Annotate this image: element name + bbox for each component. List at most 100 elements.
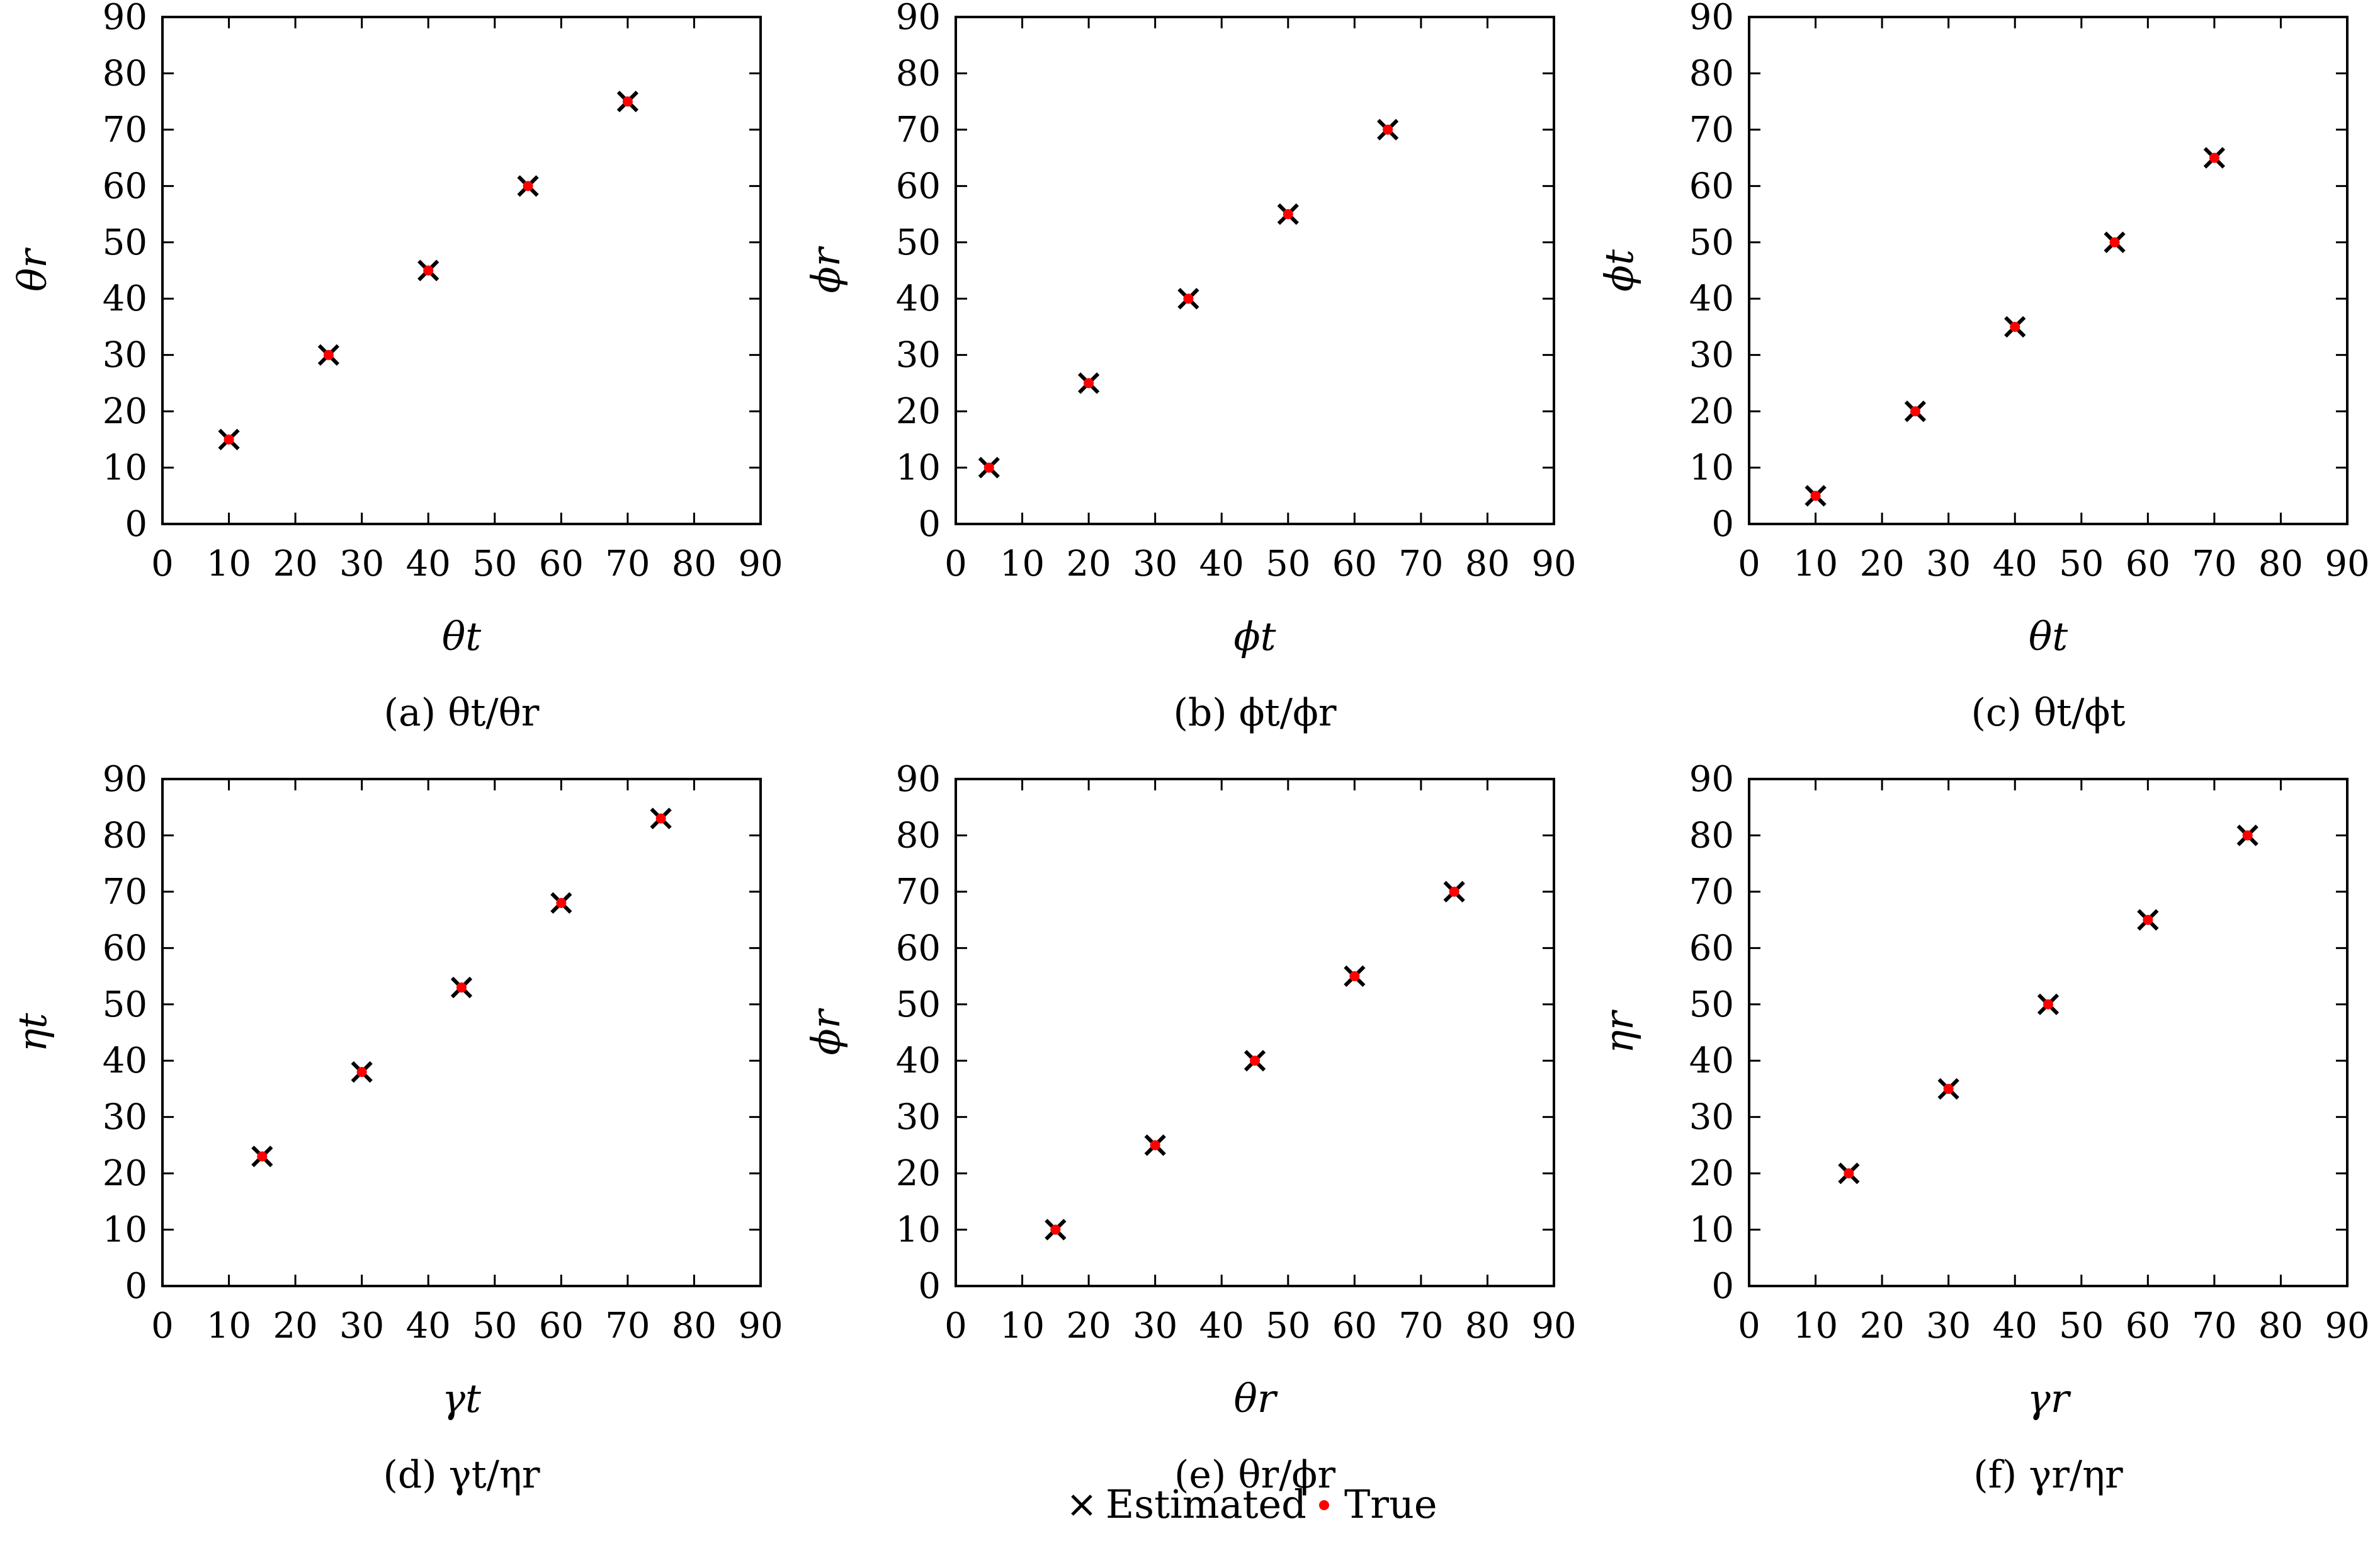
x-tick-label: 90 xyxy=(1531,544,1576,584)
x-tick-label: 10 xyxy=(207,544,251,584)
plot-frame xyxy=(161,16,762,525)
x-axis-label: θr xyxy=(1234,1375,1278,1421)
x-tick-label: 80 xyxy=(672,1306,717,1346)
plot-frame xyxy=(1748,16,2349,525)
true-point xyxy=(423,265,434,276)
y-tick-label: 60 xyxy=(896,928,941,969)
legend-true-label: True xyxy=(1344,1481,1437,1527)
true-point xyxy=(1449,886,1459,897)
y-axis-label: ϕt xyxy=(1596,249,1642,292)
panel-caption: (d) γt/ηr xyxy=(383,1453,540,1497)
y-tick-label: 10 xyxy=(1689,1210,1734,1251)
y-tick-label: 90 xyxy=(1689,759,1734,800)
x-tick-label: 90 xyxy=(738,1306,783,1346)
y-tick-label: 40 xyxy=(1689,1040,1734,1081)
true-point xyxy=(1910,406,1920,417)
plot-frame xyxy=(1748,778,2349,1287)
x-tick-label: 70 xyxy=(605,1306,650,1346)
true-point xyxy=(323,350,334,360)
y-tick-label: 90 xyxy=(1689,0,1734,38)
true-point xyxy=(1084,378,1094,389)
y-tick-label: 80 xyxy=(103,815,147,856)
x-tick-label: 20 xyxy=(273,544,317,584)
legend: Estimated True xyxy=(1071,1481,1437,1527)
x-tick-label: 10 xyxy=(1793,1306,1838,1346)
x-tick-label: 40 xyxy=(406,544,451,584)
x-tick-label: 10 xyxy=(1793,544,1838,584)
x-tick-label: 10 xyxy=(207,1306,251,1346)
panel-b: 00 10 10 20 20 30 30 40 40 50 50 60 60 70 70 80 80 90 90 ϕt… xyxy=(803,0,1577,735)
y-tick-label: 50 xyxy=(103,984,147,1025)
y-tick-label: 40 xyxy=(1689,278,1734,319)
y-axis-label: ηt xyxy=(9,1013,55,1052)
x-tick-label: 0 xyxy=(944,1306,967,1346)
x-tick-label: 70 xyxy=(605,544,650,584)
x-tick-label: 80 xyxy=(2258,544,2303,584)
x-tick-label: 70 xyxy=(2192,1306,2236,1346)
x-tick-label: 40 xyxy=(1993,1306,2037,1346)
y-tick-label: 10 xyxy=(896,1210,941,1251)
x-tick-label: 40 xyxy=(1199,544,1244,584)
true-point xyxy=(356,1067,367,1078)
panels: 00101020203030404050506060707080809090θt… xyxy=(9,0,2370,1497)
true-point xyxy=(2209,152,2219,163)
y-tick-label: 60 xyxy=(103,166,147,207)
true-point xyxy=(257,1151,268,1162)
x-tick-label: 30 xyxy=(1133,1306,1177,1346)
legend-estimated-label: Estimated xyxy=(1106,1481,1306,1527)
plot-frame xyxy=(161,778,762,1287)
y-tick-label: 10 xyxy=(1689,448,1734,489)
y-tick-label: 0 xyxy=(918,504,941,545)
panel-e: 00 10 10 20 20 30 30 40 40 50 50 60 60 70 70 80 80 90 90 θr… xyxy=(803,759,1577,1497)
true-point xyxy=(456,982,467,993)
y-tick-label: 60 xyxy=(896,166,941,207)
panel-caption: (f) γr/ηr xyxy=(1973,1453,2123,1497)
y-tick-label: 30 xyxy=(1689,335,1734,376)
true-point xyxy=(2043,999,2053,1010)
x-tick-label: 40 xyxy=(1993,544,2037,584)
y-tick-label: 80 xyxy=(896,815,941,856)
y-tick-label: 40 xyxy=(103,278,147,319)
x-tick-label: 30 xyxy=(1926,1306,1971,1346)
x-tick-label: 30 xyxy=(1133,544,1177,584)
y-tick-label: 0 xyxy=(1711,1266,1734,1307)
y-tick-label: 90 xyxy=(896,0,941,38)
true-point xyxy=(1844,1168,1854,1179)
x-tick-label: 40 xyxy=(1199,1306,1244,1346)
y-tick-label: 20 xyxy=(103,391,147,432)
x-tick-label: 60 xyxy=(2126,1306,2170,1346)
y-axis-label: ϕr xyxy=(803,246,849,293)
true-point xyxy=(1150,1140,1160,1151)
x-tick-label: 50 xyxy=(1266,544,1310,584)
y-tick-label: 20 xyxy=(103,1153,147,1194)
y-tick-label: 10 xyxy=(103,1210,147,1251)
y-tick-label: 20 xyxy=(896,1153,941,1194)
x-tick-label: 80 xyxy=(1465,544,1510,584)
x-tick-label: 70 xyxy=(1398,1306,1443,1346)
y-tick-label: 60 xyxy=(1689,928,1734,969)
x-tick-label: 60 xyxy=(1332,544,1377,584)
y-tick-label: 0 xyxy=(1711,504,1734,545)
true-point xyxy=(1349,971,1360,982)
true-point xyxy=(983,462,994,473)
x-tick-label: 50 xyxy=(2059,544,2104,584)
y-tick-label: 80 xyxy=(1689,815,1734,856)
y-tick-label: 80 xyxy=(896,53,941,94)
y-tick-label: 40 xyxy=(896,278,941,319)
panel-caption: (e) θr/ϕr xyxy=(1174,1453,1335,1497)
x-axis-label: γr xyxy=(2027,1375,2071,1421)
legend-estimated-marker xyxy=(1071,1494,1092,1516)
panel-a: 00 10 10 20 20 30 30 40 40 50 50 60 60 70 70 80 80 90 90 θt… xyxy=(9,0,783,735)
true-point xyxy=(2242,830,2253,841)
y-tick-label: 10 xyxy=(896,448,941,489)
x-tick-label: 0 xyxy=(944,544,967,584)
y-tick-label: 10 xyxy=(103,448,147,489)
y-tick-label: 40 xyxy=(896,1040,941,1081)
x-tick-label: 20 xyxy=(1066,1306,1111,1346)
y-tick-label: 40 xyxy=(103,1040,147,1081)
x-axis-label: θt xyxy=(2029,613,2068,659)
y-tick-label: 60 xyxy=(103,928,147,969)
x-tick-label: 60 xyxy=(2126,544,2170,584)
x-tick-label: 0 xyxy=(151,1306,174,1346)
y-axis-label: ϕr xyxy=(803,1008,849,1055)
